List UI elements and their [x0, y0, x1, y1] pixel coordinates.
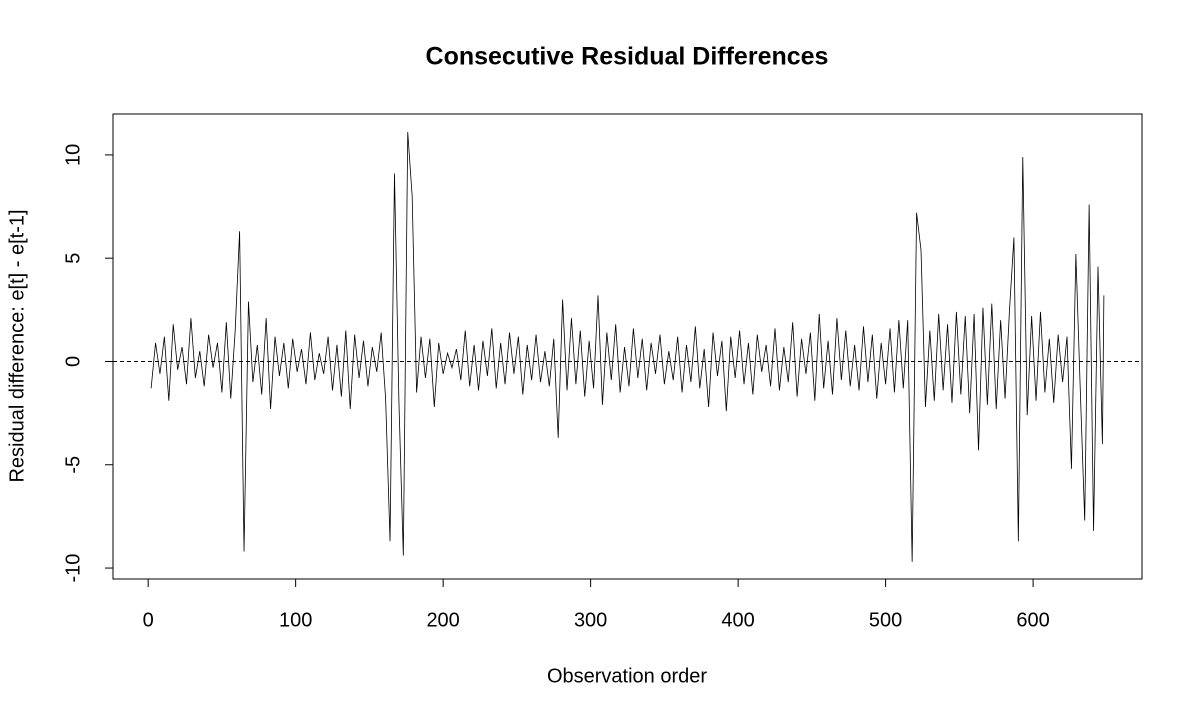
x-tick-label: 0	[143, 609, 154, 631]
x-tick-label: 600	[1016, 609, 1049, 631]
x-tick-label: 400	[721, 609, 754, 631]
data-line	[150, 132, 1105, 562]
y-tick-label: -10	[62, 554, 84, 583]
y-tick-label: 5	[62, 253, 84, 264]
y-axis-label: Residual difference: e[t] - e[t-1]	[6, 209, 28, 482]
x-tick-label: 300	[574, 609, 607, 631]
y-tick-label: 10	[62, 144, 84, 166]
x-tick-label: 200	[426, 609, 459, 631]
y-tick-label: -5	[62, 456, 84, 474]
x-axis-label: Observation order	[547, 665, 707, 687]
y-tick-label: 0	[62, 356, 84, 367]
x-tick-label: 100	[279, 609, 312, 631]
x-tick-label: 500	[869, 609, 902, 631]
chart-title: Consecutive Residual Differences	[426, 43, 829, 71]
